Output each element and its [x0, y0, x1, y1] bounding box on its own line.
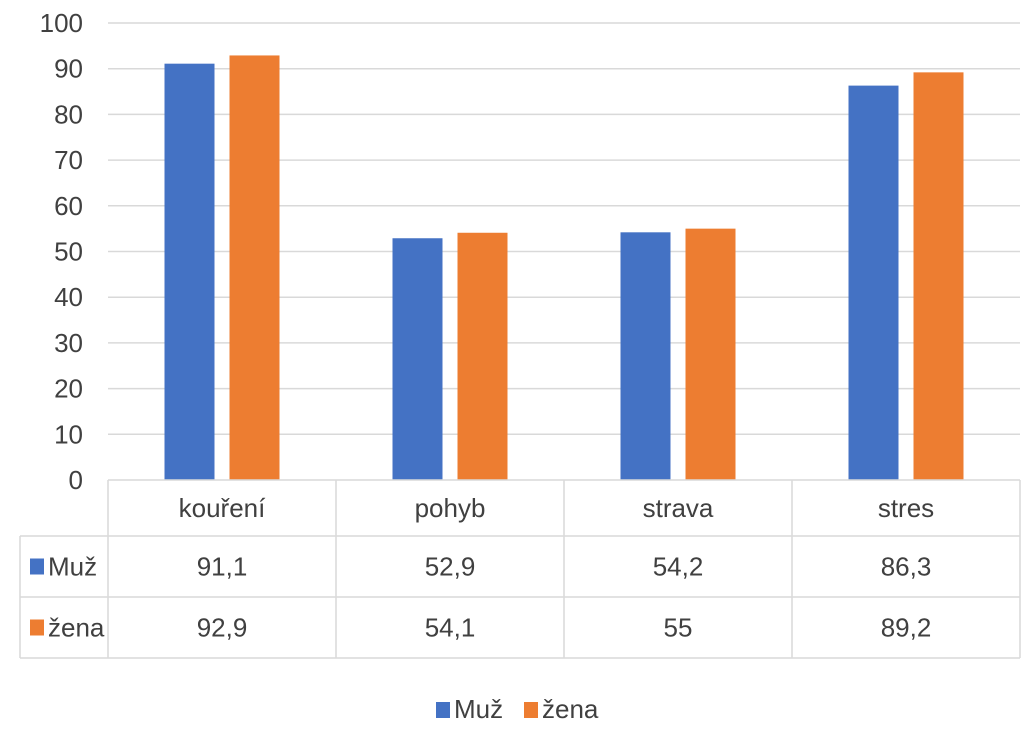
bar-muz-0 — [164, 63, 215, 480]
y-tick-label: 60 — [54, 191, 83, 221]
y-tick-label: 40 — [54, 282, 83, 312]
y-tick-label: 80 — [54, 99, 83, 129]
y-tick-label: 100 — [40, 8, 83, 38]
data-label: 89,2 — [881, 613, 932, 643]
legend-label: žena — [542, 694, 599, 724]
category-label: strava — [643, 493, 714, 523]
bar-zena-0 — [229, 55, 280, 481]
y-tick-label: 50 — [54, 237, 83, 267]
y-tick-label: 20 — [54, 374, 83, 404]
data-label: 52,9 — [425, 552, 476, 582]
bar-muz-2 — [620, 232, 671, 480]
data-label: 91,1 — [197, 552, 248, 582]
bars — [164, 55, 964, 481]
category-label: pohyb — [415, 493, 486, 523]
y-tick-label: 70 — [54, 145, 83, 175]
legend-label: Muž — [454, 694, 503, 724]
category-label: stres — [878, 493, 934, 523]
table-row-label: žena — [48, 613, 105, 643]
data-label: 92,9 — [197, 613, 248, 643]
bar-zena-3 — [913, 72, 964, 480]
y-tick-label: 30 — [54, 328, 83, 358]
data-label: 54,2 — [653, 552, 704, 582]
table-legend-key — [30, 619, 44, 636]
data-label: 86,3 — [881, 552, 932, 582]
bar-muz-3 — [848, 85, 899, 480]
y-axis-ticks: 0 10 20 30 40 50 60 70 80 90 100 — [40, 8, 83, 495]
legend-key — [436, 702, 450, 718]
bar-muz-1 — [392, 238, 443, 480]
bar-zena-2 — [685, 228, 736, 480]
y-tick-label: 0 — [69, 465, 83, 495]
legend-key — [524, 702, 538, 718]
data-label: 54,1 — [425, 613, 476, 643]
table-legend-key — [30, 558, 44, 575]
y-tick-label: 90 — [54, 54, 83, 84]
table-row-label: Muž — [48, 552, 97, 582]
legend: Muž žena — [436, 694, 599, 724]
data-label: 55 — [664, 613, 693, 643]
bar-zena-1 — [457, 232, 508, 480]
data-table: kouření pohyb strava stres Muž 91,1 52,9 54,2 86… — [19, 479, 1021, 659]
category-label: kouření — [179, 493, 266, 523]
y-tick-label: 10 — [54, 419, 83, 449]
